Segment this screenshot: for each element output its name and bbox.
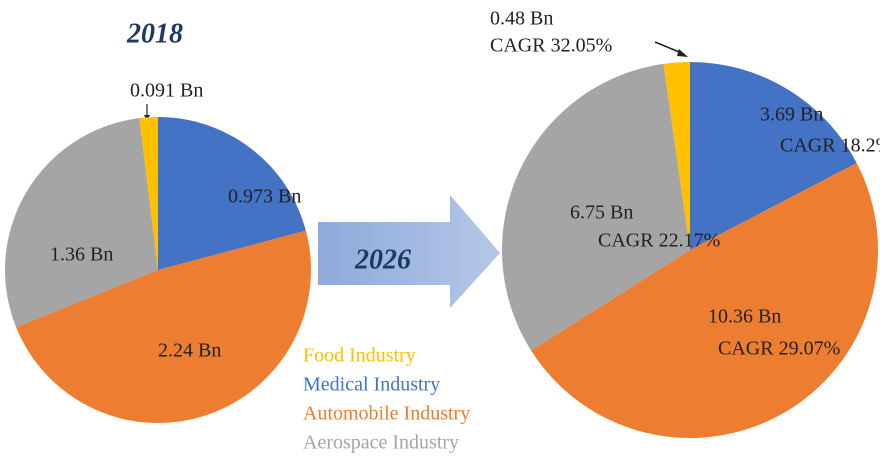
- data-label: 10.36 Bn: [708, 306, 781, 328]
- annotation: CAGR 22.17%: [598, 230, 720, 252]
- annotation: CAGR 18.2%: [780, 135, 880, 157]
- arrow: [318, 195, 500, 308]
- data-label: 6.75 Bn: [570, 202, 633, 224]
- data-label: 0.48 Bn: [490, 8, 553, 30]
- pie-slice: [16, 230, 311, 423]
- legend-entry: Medical Industry: [303, 374, 440, 396]
- chart-title: 2018: [126, 18, 183, 49]
- legend-entry: Aerospace Industry: [303, 432, 459, 454]
- pie-slice: [502, 63, 690, 351]
- data-label: 3.69 Bn: [760, 104, 823, 126]
- legend-entry: Automobile Industry: [303, 403, 470, 425]
- pie-slice: [690, 62, 857, 250]
- data-label: 0.973 Bn: [228, 186, 301, 208]
- legend-entry: Food Industry: [303, 345, 416, 367]
- chart-title: 2026: [354, 244, 411, 275]
- pie-slice: [158, 117, 306, 270]
- pie-slice: [139, 117, 158, 270]
- annotation: CAGR 32.05%: [490, 35, 612, 57]
- data-label: 2.24 Bn: [158, 340, 221, 362]
- data-label: 1.36 Bn: [50, 244, 113, 266]
- annotation: CAGR 29.07%: [718, 338, 840, 360]
- pie-slice: [5, 118, 158, 328]
- data-label: 0.091 Bn: [130, 80, 203, 102]
- pie-slice: [531, 162, 879, 439]
- pie-slice: [663, 62, 690, 250]
- arrowhead: [677, 49, 688, 57]
